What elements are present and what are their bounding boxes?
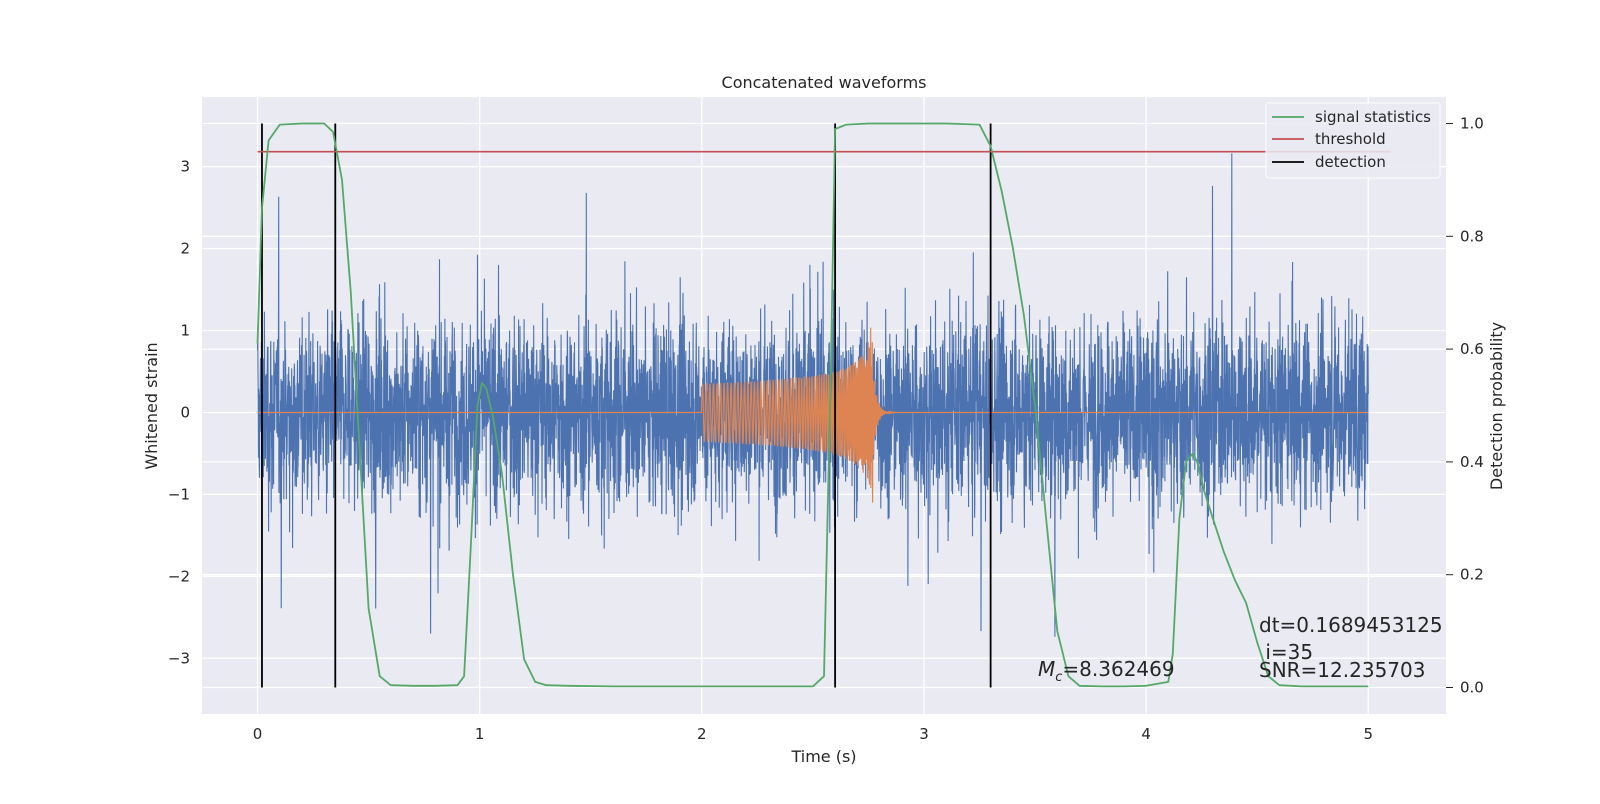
y-axis-right-label: Detection probability xyxy=(1487,322,1506,490)
x-tick-label: 0 xyxy=(253,725,263,743)
y-right-tick-label: 0.2 xyxy=(1460,566,1484,584)
ticks: 0 1 2 3 4 5 −3 −2 −1 0 1 2 3 0.0 0.2 0.4 0.6 0.8 1.0 xyxy=(168,115,1484,743)
y-right-tick-label: 0.6 xyxy=(1460,340,1484,358)
legend-label-detection: detection xyxy=(1315,153,1386,171)
x-tick-label: 3 xyxy=(919,725,929,743)
annotation-mc-symbol: M xyxy=(1038,657,1055,681)
y-right-tick-label: 0.0 xyxy=(1460,678,1484,696)
y-right-tick-label: 0.4 xyxy=(1460,453,1484,471)
x-tick-label: 2 xyxy=(697,725,707,743)
y-left-tick-label: 3 xyxy=(180,158,190,176)
injected-chirp-line xyxy=(257,327,1369,503)
y-axis-left-label: Whitened strain xyxy=(142,342,161,469)
y-left-tick-label: −3 xyxy=(168,649,190,667)
y-left-tick-label: 0 xyxy=(180,403,190,421)
y-right-tick-label: 0.8 xyxy=(1460,227,1484,245)
y-left-tick-label: −2 xyxy=(168,567,190,585)
annotation-dt: dt=0.1689453125 xyxy=(1259,613,1443,637)
x-tick-label: 1 xyxy=(475,725,485,743)
chart-title: Concatenated waveforms xyxy=(722,73,927,92)
annotation-chirp-mass: Mc=8.362469 xyxy=(1038,657,1175,685)
signal-statistics-series xyxy=(256,122,1369,688)
y-left-tick-label: 1 xyxy=(180,322,190,340)
y-left-tick-label: 2 xyxy=(180,240,190,258)
x-axis-label: Time (s) xyxy=(790,747,856,766)
signal-statistics-line xyxy=(256,122,1369,688)
whitened-data-line xyxy=(256,153,1369,637)
annotation-snr: SNR=12.235703 xyxy=(1259,658,1425,682)
y-left-tick-label: −1 xyxy=(168,485,190,503)
annotation-mc-value: =8.362469 xyxy=(1062,657,1174,681)
y-right-tick-label: 1.0 xyxy=(1460,115,1484,133)
whitened-data-series xyxy=(256,153,1369,637)
x-tick-label: 4 xyxy=(1141,725,1151,743)
annotation-mc-subscript: c xyxy=(1055,670,1062,685)
injected-chirp-series xyxy=(257,327,1369,503)
x-tick-label: 5 xyxy=(1363,725,1373,743)
legend-label-signal-statistics: signal statistics xyxy=(1315,108,1431,126)
legend-box xyxy=(1265,102,1441,179)
annotation-i: i=35 xyxy=(1259,640,1313,664)
legend: signal statistics threshold detection xyxy=(1265,102,1441,179)
legend-label-threshold: threshold xyxy=(1315,130,1386,148)
